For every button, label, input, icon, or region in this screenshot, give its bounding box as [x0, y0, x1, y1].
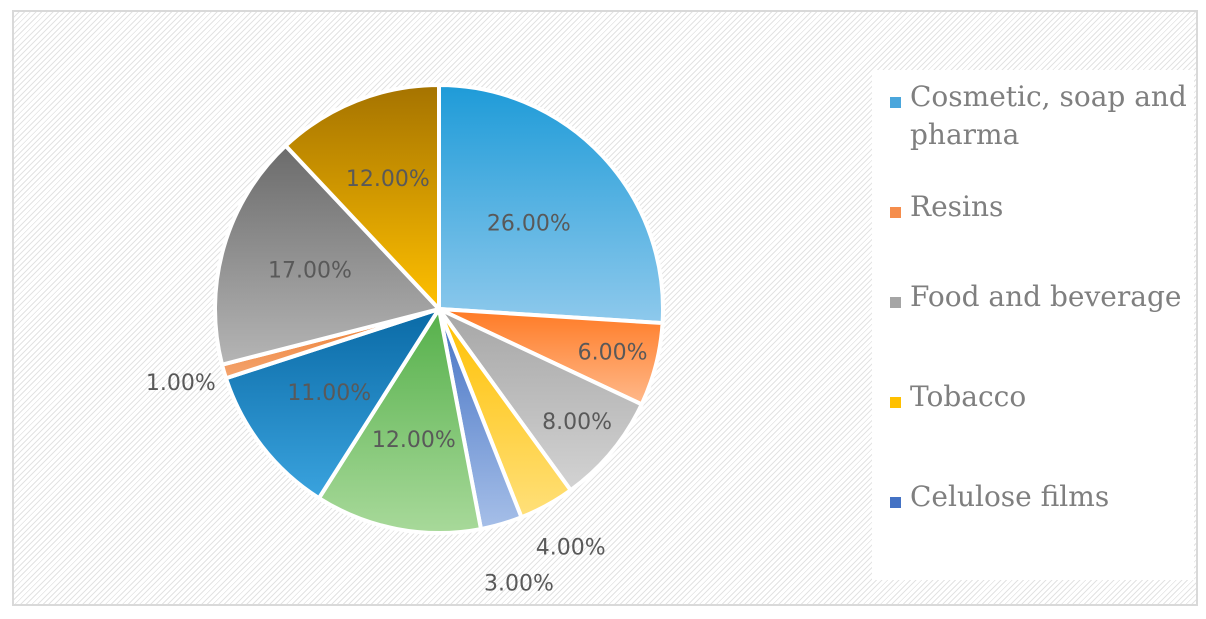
legend-label: Celulose films: [910, 480, 1110, 513]
pie-chart: 26.00%6.00%8.00%4.00%3.00%12.00%11.00%1.…: [146, 83, 665, 596]
pie-data-label: 26.00%: [487, 212, 571, 237]
pie-data-label: 17.00%: [268, 259, 352, 284]
legend-swatch: [890, 297, 901, 308]
pie-slice: [437, 307, 644, 493]
legend-item: Tobacco: [890, 378, 1190, 416]
pie-slice: [437, 83, 665, 326]
pie-data-label: 12.00%: [372, 428, 456, 453]
legend-swatch: [890, 497, 901, 508]
pie-data-label: 1.00%: [146, 371, 216, 396]
pie-data-label: 12.00%: [346, 167, 430, 192]
pie-slices: [213, 83, 665, 535]
legend-label: Tobacco: [910, 380, 1027, 413]
legend-item: Food and beverage: [890, 278, 1190, 316]
pie-data-labels: 26.00%6.00%8.00%4.00%3.00%12.00%11.00%1.…: [146, 167, 648, 596]
legend-swatch: [890, 397, 901, 408]
chart-legend: Cosmetic, soap and pharma Resins Food and …: [872, 70, 1194, 580]
legend-item: Celulose films: [890, 478, 1190, 516]
legend-label: Food and beverage: [910, 280, 1182, 313]
pie-data-label: 4.00%: [536, 535, 606, 560]
legend-label: Resins: [910, 190, 1004, 223]
pie-data-label: 3.00%: [484, 571, 554, 596]
pie-slice: [223, 307, 441, 501]
pie-data-label: 8.00%: [542, 410, 612, 435]
legend-swatch: [890, 97, 901, 108]
pie-data-label: 11.00%: [287, 381, 371, 406]
pie-slice: [316, 307, 483, 535]
legend-label: Cosmetic, soap and pharma: [910, 80, 1187, 151]
pie-data-label: 6.00%: [578, 341, 648, 366]
pie-slice: [283, 83, 441, 311]
legend-item: Cosmetic, soap and pharma: [890, 78, 1190, 154]
legend-item: Resins: [890, 188, 1190, 226]
pie-slice: [213, 143, 441, 367]
chart-frame: 26.00% 6.00% 8.00% 4.00% 3.00% 12.00% 11.00% 1.…: [12, 10, 1198, 606]
legend-swatch: [890, 207, 901, 218]
